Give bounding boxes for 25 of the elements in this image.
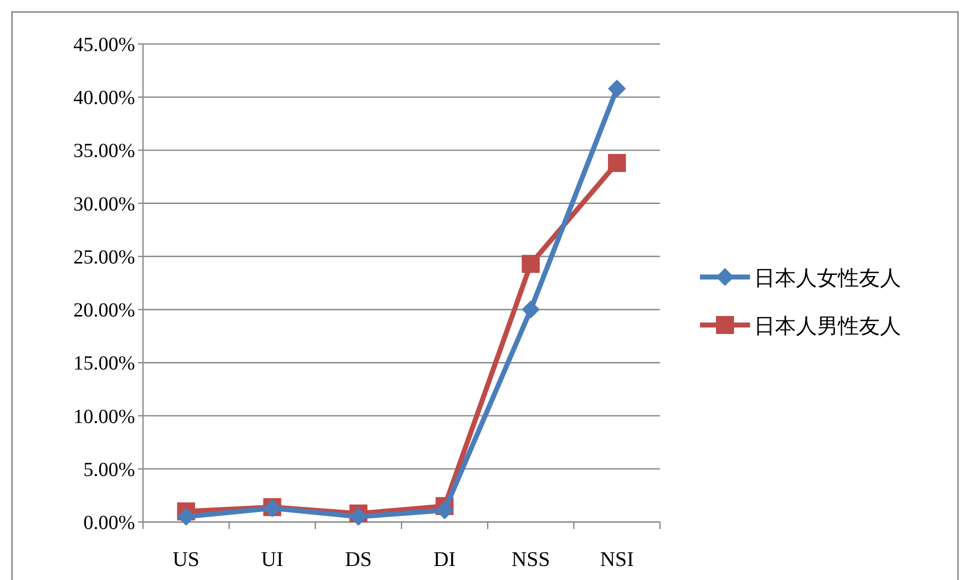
point <box>522 254 540 273</box>
point <box>177 508 196 526</box>
y-tick-label: 10.00% <box>73 406 135 428</box>
legend-label: 日本人男性友人 <box>754 314 901 338</box>
x-tick-label: NSI <box>600 547 634 571</box>
legend-label: 日本人女性友人 <box>754 266 901 290</box>
x-tick-label: DS <box>344 547 372 571</box>
x-tick-label: NSS <box>511 547 550 571</box>
y-tick-label: 25.00% <box>73 246 135 268</box>
point <box>608 80 626 98</box>
point <box>608 154 626 172</box>
x-tick-label: US <box>172 547 200 571</box>
y-tick-label: 30.00% <box>73 193 135 216</box>
point <box>522 300 540 319</box>
x-tick-label: DI <box>433 547 456 571</box>
x-tick-label: UI <box>261 547 284 571</box>
y-tick-label: 20.00% <box>73 300 135 322</box>
y-tick-label: 40.00% <box>73 87 135 110</box>
point <box>436 501 454 520</box>
y-tick-label: 45.00% <box>73 34 135 56</box>
y-tick-label: 15.00% <box>73 352 135 375</box>
y-tick-label: 0.00% <box>83 512 135 534</box>
point <box>349 508 368 526</box>
y-tick-label: 5.00% <box>83 458 135 481</box>
y-tick-label: 35.00% <box>73 140 135 162</box>
